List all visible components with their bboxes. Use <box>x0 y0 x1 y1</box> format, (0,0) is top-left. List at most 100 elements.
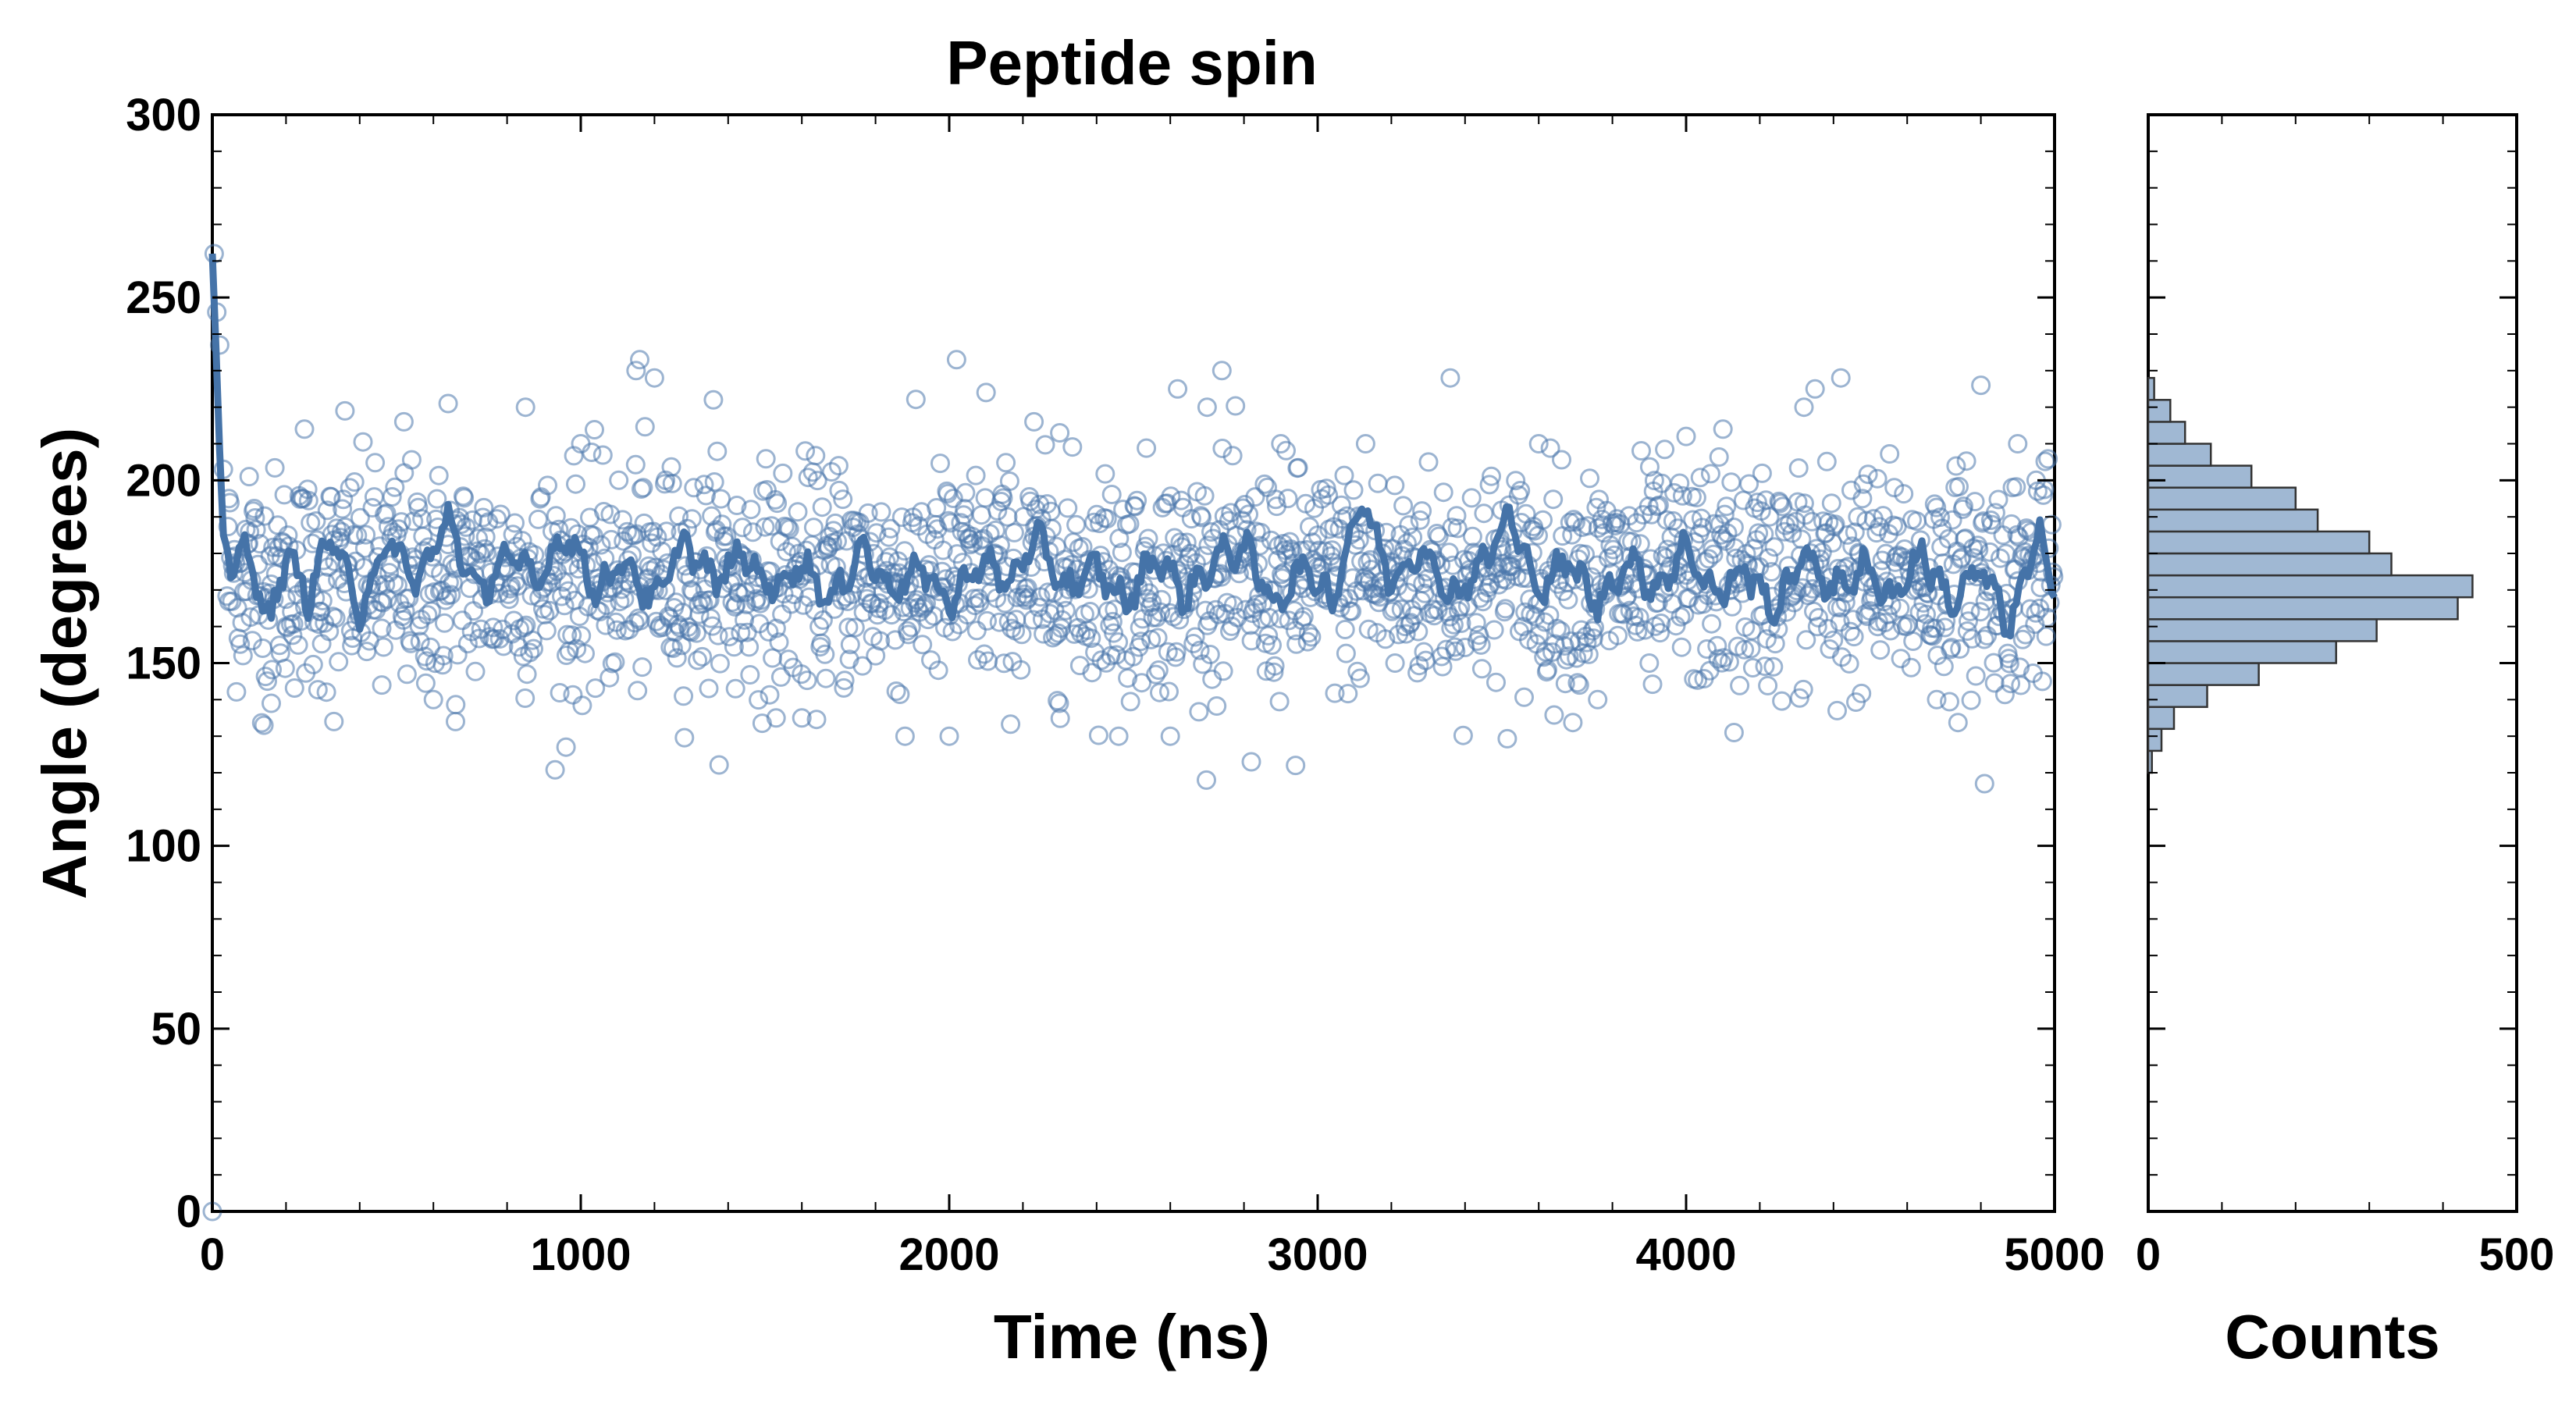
scatter-point <box>881 518 901 539</box>
scatter-point <box>1714 504 1735 525</box>
scatter-point <box>275 658 295 678</box>
scatter-point <box>1984 673 2005 693</box>
scatter-point <box>441 585 461 605</box>
scatter-point <box>644 368 664 388</box>
scatter-point <box>326 608 346 628</box>
scatter-point <box>607 620 627 640</box>
scatter-point <box>1676 426 1696 446</box>
scatter-point <box>807 471 827 491</box>
scatter-point <box>1471 635 1491 655</box>
scatter-point <box>1789 688 1809 708</box>
scatter-point <box>666 592 686 613</box>
scatter-point <box>1241 752 1261 772</box>
scatter-point <box>1965 492 1985 512</box>
y-axis-label: Angle (degrees) <box>30 428 99 900</box>
scatter-point <box>1147 628 1168 648</box>
scatter-point <box>999 471 1019 491</box>
scatter-point <box>1608 625 1628 646</box>
scatter-point <box>432 655 453 675</box>
scatter-point <box>239 467 259 487</box>
scatter-point <box>254 506 275 526</box>
scatter-point <box>824 521 844 541</box>
histogram-bar <box>2147 552 2393 577</box>
scatter-point <box>1355 434 1375 454</box>
y-tick-label: 250 <box>126 272 201 323</box>
scatter-point <box>857 589 877 609</box>
scatter-point <box>1160 726 1180 746</box>
scatter-point <box>1300 517 1319 537</box>
scatter-point <box>1081 628 1101 649</box>
scatter-point <box>1185 627 1205 647</box>
scatter-point <box>689 604 710 624</box>
scatter-point <box>741 500 761 520</box>
scatter-point <box>955 499 975 519</box>
scatter-point <box>1823 630 1844 650</box>
scatter-point <box>372 675 392 695</box>
scatter-point <box>1927 689 1947 710</box>
histogram-bar <box>2147 618 2378 642</box>
scatter-point <box>1441 618 1461 638</box>
histogram-bar <box>2147 684 2208 708</box>
scatter-point <box>625 454 646 475</box>
scatter-point <box>1462 526 1482 546</box>
scatter-point <box>829 480 849 500</box>
scatter-point <box>233 646 253 666</box>
scatter-point <box>1108 726 1129 746</box>
scatter-point <box>476 542 496 563</box>
scatter-point <box>1962 628 1982 649</box>
scatter-point <box>1331 495 1351 515</box>
scatter-point <box>1176 532 1197 553</box>
scatter-point <box>1867 468 1888 489</box>
scatter-point <box>601 529 621 550</box>
scatter-point <box>740 665 760 685</box>
scatter-point <box>1560 512 1580 532</box>
scatter-point <box>866 523 887 543</box>
scatter-point <box>709 755 729 775</box>
scatter-point <box>582 443 602 462</box>
scatter-point <box>550 683 570 702</box>
scatter-point <box>977 610 997 631</box>
scatter-point <box>688 650 708 670</box>
scatter-point <box>434 613 454 633</box>
scatter-point <box>2032 671 2052 692</box>
scatter-point <box>1055 550 1075 570</box>
scatter-point <box>816 668 836 688</box>
scatter-point <box>1446 506 1467 526</box>
scatter-point <box>333 489 354 510</box>
scatter-point <box>456 517 476 537</box>
scatter-point <box>1412 501 1432 521</box>
scatter-point <box>1873 506 1893 526</box>
scatter-point <box>2001 674 2021 694</box>
scatter-point <box>284 678 304 698</box>
scatter-point <box>901 617 921 638</box>
scatter-point <box>333 499 353 519</box>
scatter-point <box>2006 477 2026 497</box>
histogram-bar <box>2147 443 2212 467</box>
scatter-point <box>1368 473 1388 493</box>
scatter-point <box>755 517 775 537</box>
scatter-point <box>811 633 831 653</box>
scatter-point <box>1137 438 1157 458</box>
scatter-point <box>528 509 548 529</box>
scatter-point <box>1550 621 1571 641</box>
scatter-point <box>681 509 702 529</box>
scatter-point <box>635 417 655 437</box>
scatter-point <box>1686 488 1706 507</box>
scatter-point <box>1721 472 1742 493</box>
scatter-point <box>1994 685 2015 705</box>
scatter-point <box>222 591 242 611</box>
scatter-point <box>423 689 443 710</box>
histogram-bar <box>2147 421 2186 445</box>
scatter-point <box>806 710 827 730</box>
scatter-point <box>803 518 824 538</box>
scatter-point <box>1639 457 1660 477</box>
x-tick-label: 3000 <box>1267 1229 1368 1280</box>
scatter-point <box>251 713 272 733</box>
scatter-point <box>812 497 832 518</box>
scatter-point <box>1414 642 1434 662</box>
scatter-point <box>1606 509 1627 529</box>
scatter-point <box>1474 503 1494 524</box>
scatter-point <box>1671 637 1692 657</box>
scatter-point <box>1058 498 1078 518</box>
scatter-point <box>618 550 639 571</box>
